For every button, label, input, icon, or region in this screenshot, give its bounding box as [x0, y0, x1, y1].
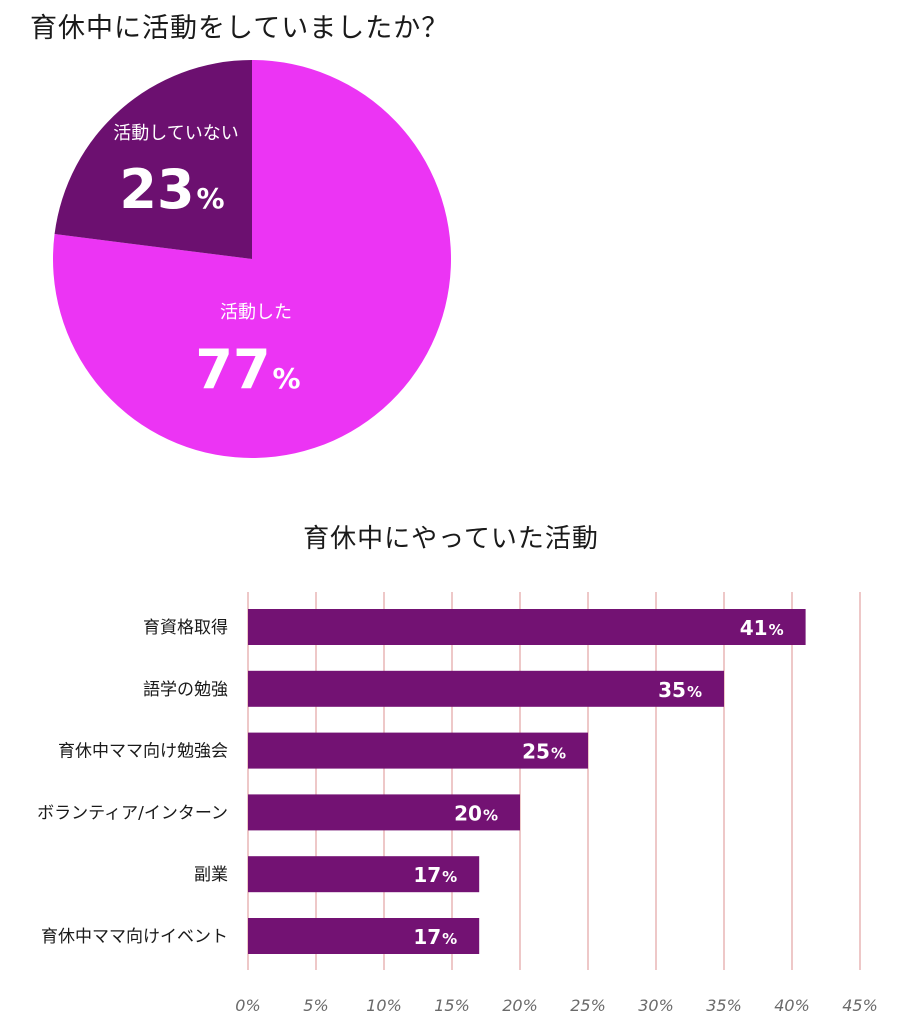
x-tick-label: 20%	[502, 996, 538, 1015]
category-label: 育休中ママ向けイベント	[41, 927, 228, 947]
pie-slice-value: 77%	[195, 338, 300, 401]
x-tick-label: 30%	[638, 996, 674, 1015]
bar	[248, 794, 520, 831]
bar-value-label: 35%	[658, 678, 702, 702]
x-tick-label: 5%	[303, 996, 328, 1015]
pie-slice-2	[54, 60, 252, 259]
bar	[248, 609, 806, 645]
pie-slice-label: 活動した	[220, 302, 292, 323]
category-label: 副業	[194, 865, 228, 885]
bar-value-label: 20%	[454, 801, 498, 825]
category-label: 育資格取得	[143, 618, 228, 638]
category-label: 育休中ママ向け勉強会	[58, 742, 228, 762]
x-tick-label: 15%	[434, 996, 470, 1015]
x-tick-label: 0%	[235, 996, 260, 1015]
pie-chart: 活動した 77% 活動していない 23%	[53, 60, 452, 458]
x-tick-label: 25%	[570, 996, 606, 1015]
x-tick-label: 45%	[842, 996, 878, 1015]
pie-slice-label: 活動していない	[113, 123, 238, 144]
bar-value-label: 25%	[522, 740, 566, 764]
bar	[248, 732, 588, 769]
bar-value-label: 41%	[740, 616, 784, 640]
pie-slice-value: 23%	[119, 158, 224, 221]
bar-value-label: 17%	[413, 925, 457, 949]
bar-chart-title: 育休中にやっていた活動	[303, 524, 599, 554]
pie-slice-1	[53, 60, 452, 458]
x-tick-label: 35%	[706, 996, 742, 1015]
bar	[248, 856, 480, 893]
x-tick-label: 10%	[366, 996, 402, 1015]
pie-chart-title: 育休中に活動をしていましたか？	[30, 13, 450, 44]
category-label: ボランティア/インターン	[37, 803, 228, 823]
bar	[248, 918, 480, 954]
bar	[248, 670, 724, 707]
category-label: 語学の勉強	[143, 680, 228, 700]
bar-value-label: 17%	[413, 863, 457, 887]
x-tick-label: 40%	[774, 996, 810, 1015]
